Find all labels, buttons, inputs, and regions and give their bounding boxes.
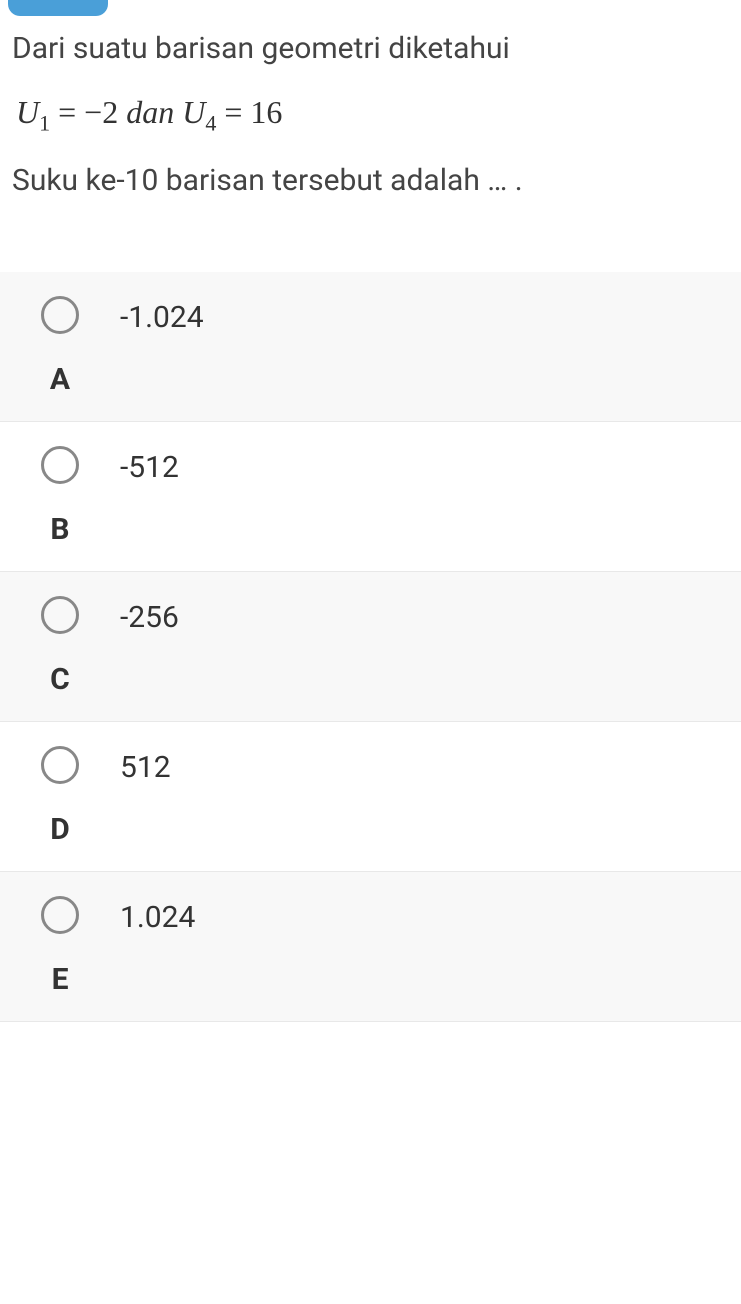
radio-icon[interactable] (41, 296, 79, 334)
option-e[interactable]: E 1.024 (0, 872, 741, 1022)
option-left: C (20, 596, 100, 697)
question-line-2: Suku ke-10 barisan tersebut adalah … . (12, 160, 729, 202)
question-section: Dari suatu barisan geometri diketahui U1… (0, 20, 741, 222)
option-c[interactable]: C -256 (0, 572, 741, 722)
option-left: B (20, 446, 100, 547)
option-text: 1.024 (100, 896, 195, 935)
equation: U1 = −2 dan U4 = 16 (12, 94, 729, 136)
option-letter: E (52, 962, 69, 997)
option-text: -256 (100, 596, 179, 635)
question-line-1: Dari suatu barisan geometri diketahui (12, 28, 729, 70)
radio-icon[interactable] (41, 596, 79, 634)
option-b[interactable]: B -512 (0, 422, 741, 572)
option-a[interactable]: A -1.024 (0, 272, 741, 422)
option-letter: B (50, 512, 69, 547)
options-container: A -1.024 B -512 C -256 D 512 E 1.024 (0, 272, 741, 1022)
option-text: -512 (100, 446, 179, 485)
option-letter: C (50, 662, 70, 697)
option-left: D (20, 746, 100, 847)
option-d[interactable]: D 512 (0, 722, 741, 872)
option-left: A (20, 296, 100, 397)
option-letter: D (50, 812, 70, 847)
radio-icon[interactable] (41, 446, 79, 484)
radio-icon[interactable] (41, 746, 79, 784)
radio-icon[interactable] (41, 896, 79, 934)
option-text: -1.024 (100, 296, 204, 335)
option-left: E (20, 896, 100, 997)
option-text: 512 (100, 746, 171, 785)
top-badge (8, 0, 108, 16)
option-letter: A (50, 362, 70, 397)
